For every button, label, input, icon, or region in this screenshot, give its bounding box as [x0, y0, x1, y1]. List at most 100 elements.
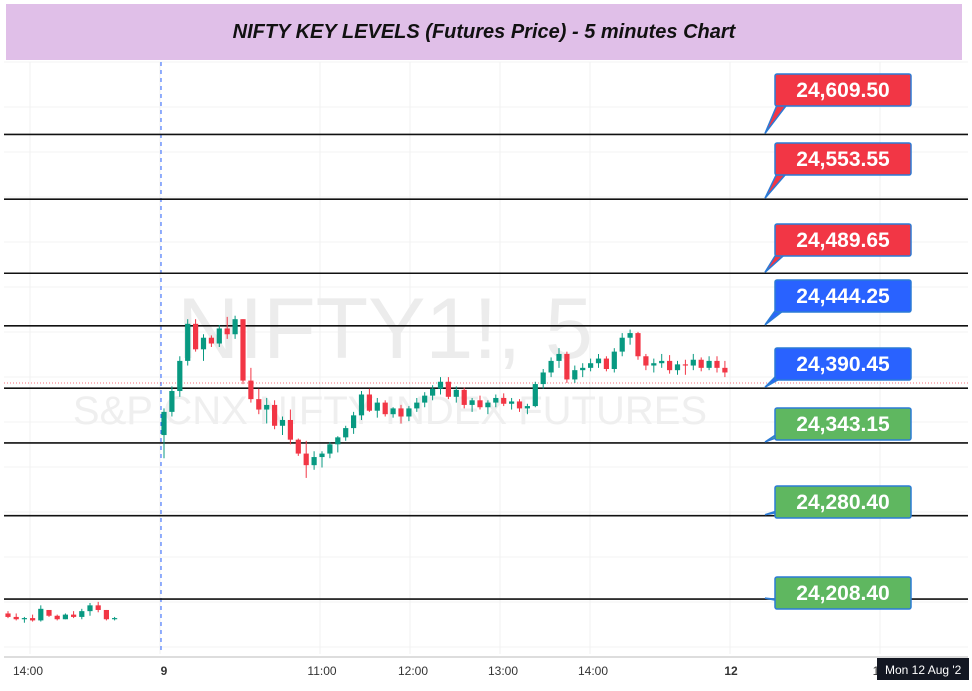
candle-78 — [667, 355, 673, 374]
candle-75 — [643, 353, 649, 371]
candle-3 — [30, 614, 36, 622]
candle-13 — [112, 616, 118, 621]
level-box-5 — [774, 407, 912, 441]
candle-7 — [62, 613, 68, 620]
candle-20 — [208, 335, 214, 347]
candle-8 — [71, 611, 77, 619]
level-box-0 — [774, 73, 912, 107]
level-label-2: 24,489.65 — [764, 223, 912, 273]
level-label-0: 24,609.50 — [764, 73, 912, 134]
candle-59 — [516, 399, 523, 412]
x-tick-6: 12 — [724, 664, 738, 678]
x-tick-1: 9 — [161, 664, 168, 678]
candle-11 — [95, 601, 101, 613]
candle-60 — [524, 403, 530, 415]
x-tick-5: 14:00 — [578, 664, 608, 678]
candle-44 — [398, 404, 404, 424]
candle-72 — [619, 333, 625, 357]
candle-67 — [580, 363, 586, 378]
candle-37 — [343, 425, 349, 441]
candle-22 — [224, 316, 230, 339]
candle-63 — [548, 357, 554, 378]
x-tick-0: 14:00 — [13, 664, 43, 678]
candle-84 — [714, 356, 720, 373]
level-value-7: 24,208.40 — [796, 582, 889, 605]
candle-19 — [200, 334, 207, 361]
candle-73 — [627, 329, 633, 345]
level-label-7: 24,208.40 — [764, 576, 912, 610]
level-value-5: 24,343.15 — [796, 413, 890, 436]
candle-4 — [38, 605, 44, 622]
x-tick-7: 1 — [873, 664, 880, 678]
candle-30 — [287, 409, 293, 445]
candle-2 — [21, 616, 27, 623]
level-box-4 — [774, 347, 912, 381]
candle-23 — [232, 315, 238, 339]
candle-45 — [406, 406, 412, 422]
time-axis: 14:00 9 11:00 12:00 13:00 14:00 12 1 — [13, 664, 880, 678]
candle-69 — [595, 353, 602, 368]
candle-33 — [311, 451, 317, 470]
candle-50 — [445, 377, 451, 400]
title-banner: NIFTY KEY LEVELS (Futures Price) - 5 min… — [6, 4, 962, 60]
candle-9 — [79, 608, 85, 620]
candle-53 — [469, 397, 475, 412]
candle-40 — [366, 388, 372, 412]
candle-24 — [240, 319, 246, 385]
level-box-6 — [774, 485, 912, 519]
candle-80 — [682, 359, 688, 375]
candle-16 — [177, 356, 183, 397]
candle-39 — [358, 391, 365, 420]
candle-14 — [161, 408, 167, 459]
level-value-3: 24,444.25 — [796, 285, 890, 308]
candle-65 — [564, 351, 570, 383]
level-value-1: 24,553.55 — [796, 148, 890, 171]
x-tick-2: 11:00 — [307, 664, 336, 678]
level-value-0: 24,609.50 — [796, 79, 889, 102]
candle-82 — [698, 357, 704, 372]
level-box-2 — [774, 223, 912, 257]
candle-81 — [690, 353, 696, 371]
candle-43 — [390, 407, 396, 418]
candle-26 — [256, 388, 262, 415]
candle-21 — [216, 324, 222, 347]
level-value-2: 24,489.65 — [796, 229, 890, 252]
level-labels: 24,609.50 24,553.55 24,489.65 24,444.25 24,3… — [764, 73, 912, 610]
candle-49 — [437, 377, 444, 395]
candles — [5, 315, 728, 623]
candle-38 — [351, 411, 357, 434]
candle-29 — [279, 416, 286, 436]
candle-41 — [374, 397, 380, 418]
level-label-3: 24,444.25 — [764, 279, 912, 326]
candle-55 — [485, 400, 491, 415]
candle-56 — [493, 394, 499, 408]
candle-62 — [540, 369, 546, 389]
candle-79 — [674, 360, 681, 375]
candle-48 — [430, 385, 436, 401]
x-tick-3: 12:00 — [398, 664, 428, 678]
candle-47 — [422, 392, 428, 408]
level-label-6: 24,280.40 — [764, 485, 912, 519]
watermark-symbol: NIFTY1!, 5 — [177, 281, 593, 377]
candle-6 — [54, 614, 60, 621]
candle-36 — [335, 436, 341, 453]
candle-42 — [382, 400, 388, 417]
level-label-5: 24,343.15 — [764, 407, 912, 443]
candle-51 — [453, 386, 459, 403]
crosshair-date-box — [877, 658, 969, 680]
crosshair-date: Mon 12 Aug '2 — [885, 663, 962, 677]
level-box-7 — [774, 576, 912, 610]
candle-15 — [169, 386, 175, 417]
candle-57 — [501, 393, 507, 407]
candle-58 — [509, 397, 515, 410]
level-box-3 — [774, 279, 912, 313]
candle-25 — [248, 367, 254, 403]
candle-5 — [46, 609, 52, 617]
candle-32 — [303, 440, 309, 478]
candle-64 — [556, 348, 562, 368]
chart-title: NIFTY KEY LEVELS (Futures Price) - 5 min… — [232, 20, 736, 43]
candle-54 — [477, 395, 483, 410]
candle-77 — [659, 353, 665, 368]
candle-70 — [603, 356, 609, 372]
